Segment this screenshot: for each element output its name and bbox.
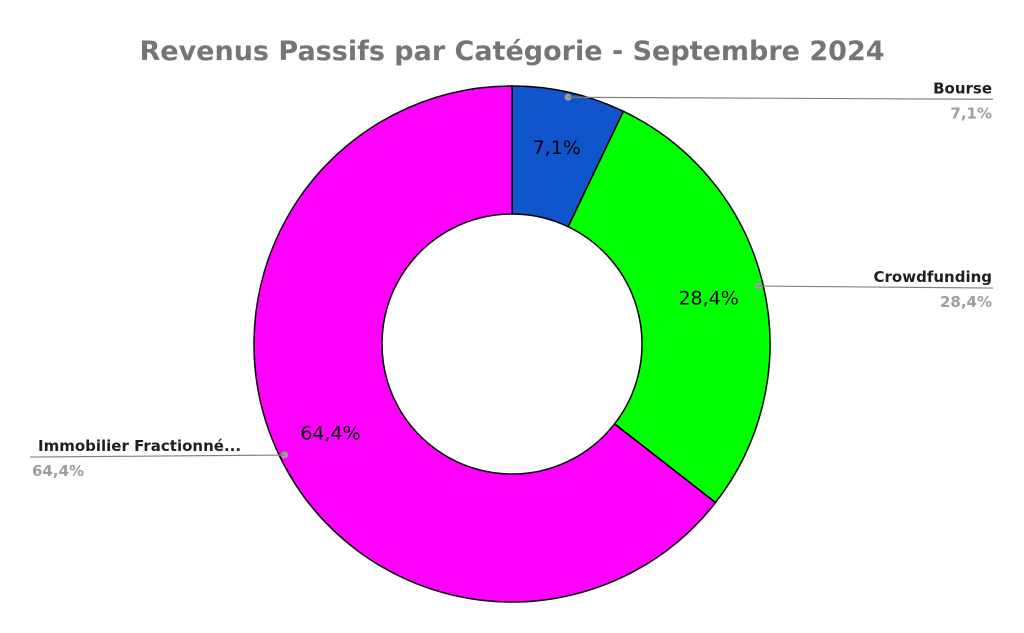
- callout-line-bourse: [568, 96, 994, 100]
- callout-name-immobilier-fractionne: Immobilier Fractionné...: [38, 437, 241, 455]
- slice-label-bourse: 7,1%: [533, 137, 581, 159]
- callout-value-crowdfunding: 28,4%: [940, 293, 992, 311]
- callout-line-crowdfunding: [758, 285, 994, 289]
- callouts: Bourse 7,1% Crowdfunding 28,4% Immobilier Fr…: [29, 79, 994, 480]
- callout-value-immobilier-fractionne: 64,4%: [32, 462, 84, 480]
- callout-line-immobilier-fractionne: [29, 454, 285, 458]
- slice-label-crowdfunding: 28,4%: [678, 288, 738, 310]
- slice-labels: 7,1% 28,4% 64,4%: [300, 137, 738, 445]
- donut-slices: [253, 85, 771, 603]
- callout-value-bourse: 7,1%: [950, 104, 992, 122]
- slice-immobilier-fractionne[interactable]: [253, 85, 717, 603]
- slice-crowdfunding[interactable]: [567, 110, 771, 504]
- slice-label-immobilier-fractionne: 64,4%: [300, 423, 360, 445]
- callout-name-bourse: Bourse: [933, 79, 992, 97]
- chart-title: Revenus Passifs par Catégorie - Septembr…: [139, 36, 884, 67]
- callout-name-crowdfunding: Crowdfunding: [874, 268, 992, 286]
